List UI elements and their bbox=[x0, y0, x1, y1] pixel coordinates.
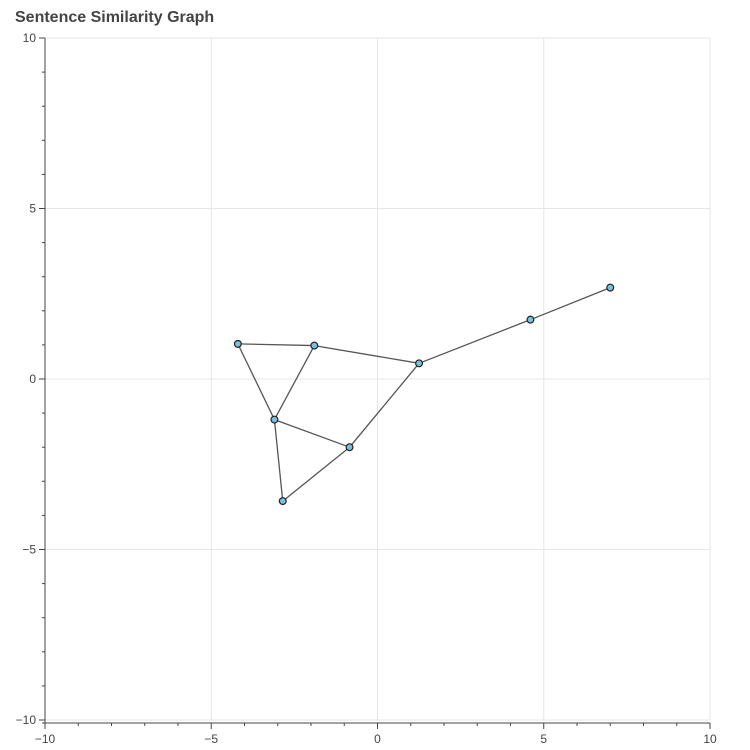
graph-node bbox=[310, 341, 319, 350]
x-tick-label: −10 bbox=[35, 732, 56, 746]
graph-edge bbox=[237, 343, 315, 347]
graph-node bbox=[345, 443, 354, 452]
y-tick-label: 0 bbox=[29, 372, 36, 386]
graph-node bbox=[526, 315, 535, 324]
y-tick-label: −10 bbox=[16, 713, 37, 727]
graph-edge bbox=[273, 419, 284, 502]
graph-edge bbox=[237, 343, 276, 420]
x-tick-label: 0 bbox=[374, 732, 381, 746]
x-tick-label: −5 bbox=[204, 732, 218, 746]
x-tick-label: 10 bbox=[703, 732, 717, 746]
graph-edge bbox=[274, 418, 350, 448]
graph-node bbox=[270, 415, 279, 424]
graph-edge bbox=[273, 345, 315, 420]
graph-edge bbox=[282, 446, 350, 502]
y-tick-label: 5 bbox=[29, 202, 36, 216]
graph-edge bbox=[349, 362, 420, 448]
graph-node bbox=[606, 283, 615, 292]
graph-edge bbox=[418, 319, 531, 364]
chart-title: Sentence Similarity Graph bbox=[15, 9, 215, 26]
y-tick-label: −5 bbox=[22, 543, 36, 557]
graph-edge bbox=[530, 287, 611, 321]
graph-node bbox=[278, 497, 287, 506]
graph-node bbox=[415, 359, 424, 368]
graph-node bbox=[233, 339, 242, 348]
y-tick-label: 10 bbox=[23, 31, 37, 45]
graph-edge bbox=[314, 344, 420, 364]
x-tick-label: 5 bbox=[540, 732, 547, 746]
